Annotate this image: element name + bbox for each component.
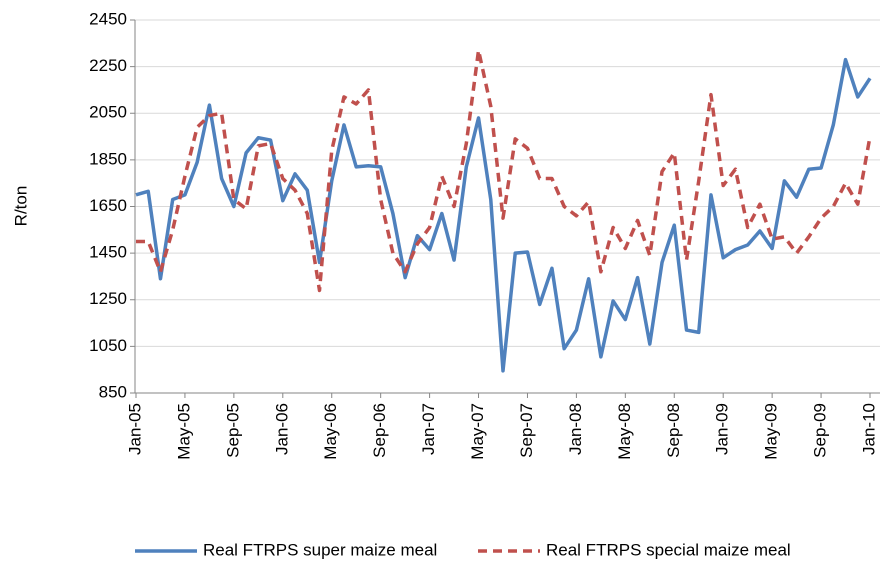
y-tick-label: 2250 — [89, 56, 127, 75]
y-tick-label: 2450 — [89, 9, 127, 28]
x-tick-label: May-09 — [762, 403, 781, 460]
y-tick-label: 1850 — [89, 149, 127, 168]
y-tick-label: 1250 — [89, 289, 127, 308]
x-tick-label: May-07 — [468, 403, 487, 460]
x-tick-label: May-05 — [174, 403, 193, 460]
legend-label: Real FTRPS super maize meal — [203, 540, 437, 559]
x-tick-label: Sep-08 — [664, 403, 683, 458]
x-tick-label: Jan-05 — [125, 403, 144, 455]
y-axis-label: R/ton — [11, 186, 30, 227]
x-tick-label: Sep-06 — [370, 403, 389, 458]
x-tick-label: Jan-10 — [859, 403, 878, 455]
series-line — [136, 48, 872, 293]
legend-label: Real FTRPS special maize meal — [546, 540, 791, 559]
x-tick-label: Jan-08 — [566, 403, 585, 455]
x-tick-label: Sep-05 — [223, 403, 242, 458]
x-tick-label: May-06 — [321, 403, 340, 460]
series-line — [135, 57, 872, 373]
x-tick-label: Sep-07 — [517, 403, 536, 458]
y-tick-label: 1050 — [89, 336, 127, 355]
x-tick-label: Jan-09 — [713, 403, 732, 455]
y-tick-label: 850 — [99, 382, 127, 401]
x-tick-label: May-08 — [615, 403, 634, 460]
x-tick-label: Jan-07 — [419, 403, 438, 455]
x-tick-label: Jan-06 — [272, 403, 291, 455]
x-tick-label: Sep-09 — [811, 403, 830, 458]
y-tick-label: 1450 — [89, 243, 127, 262]
y-tick-label: 1650 — [89, 196, 127, 215]
y-tick-label: 2050 — [89, 103, 127, 122]
